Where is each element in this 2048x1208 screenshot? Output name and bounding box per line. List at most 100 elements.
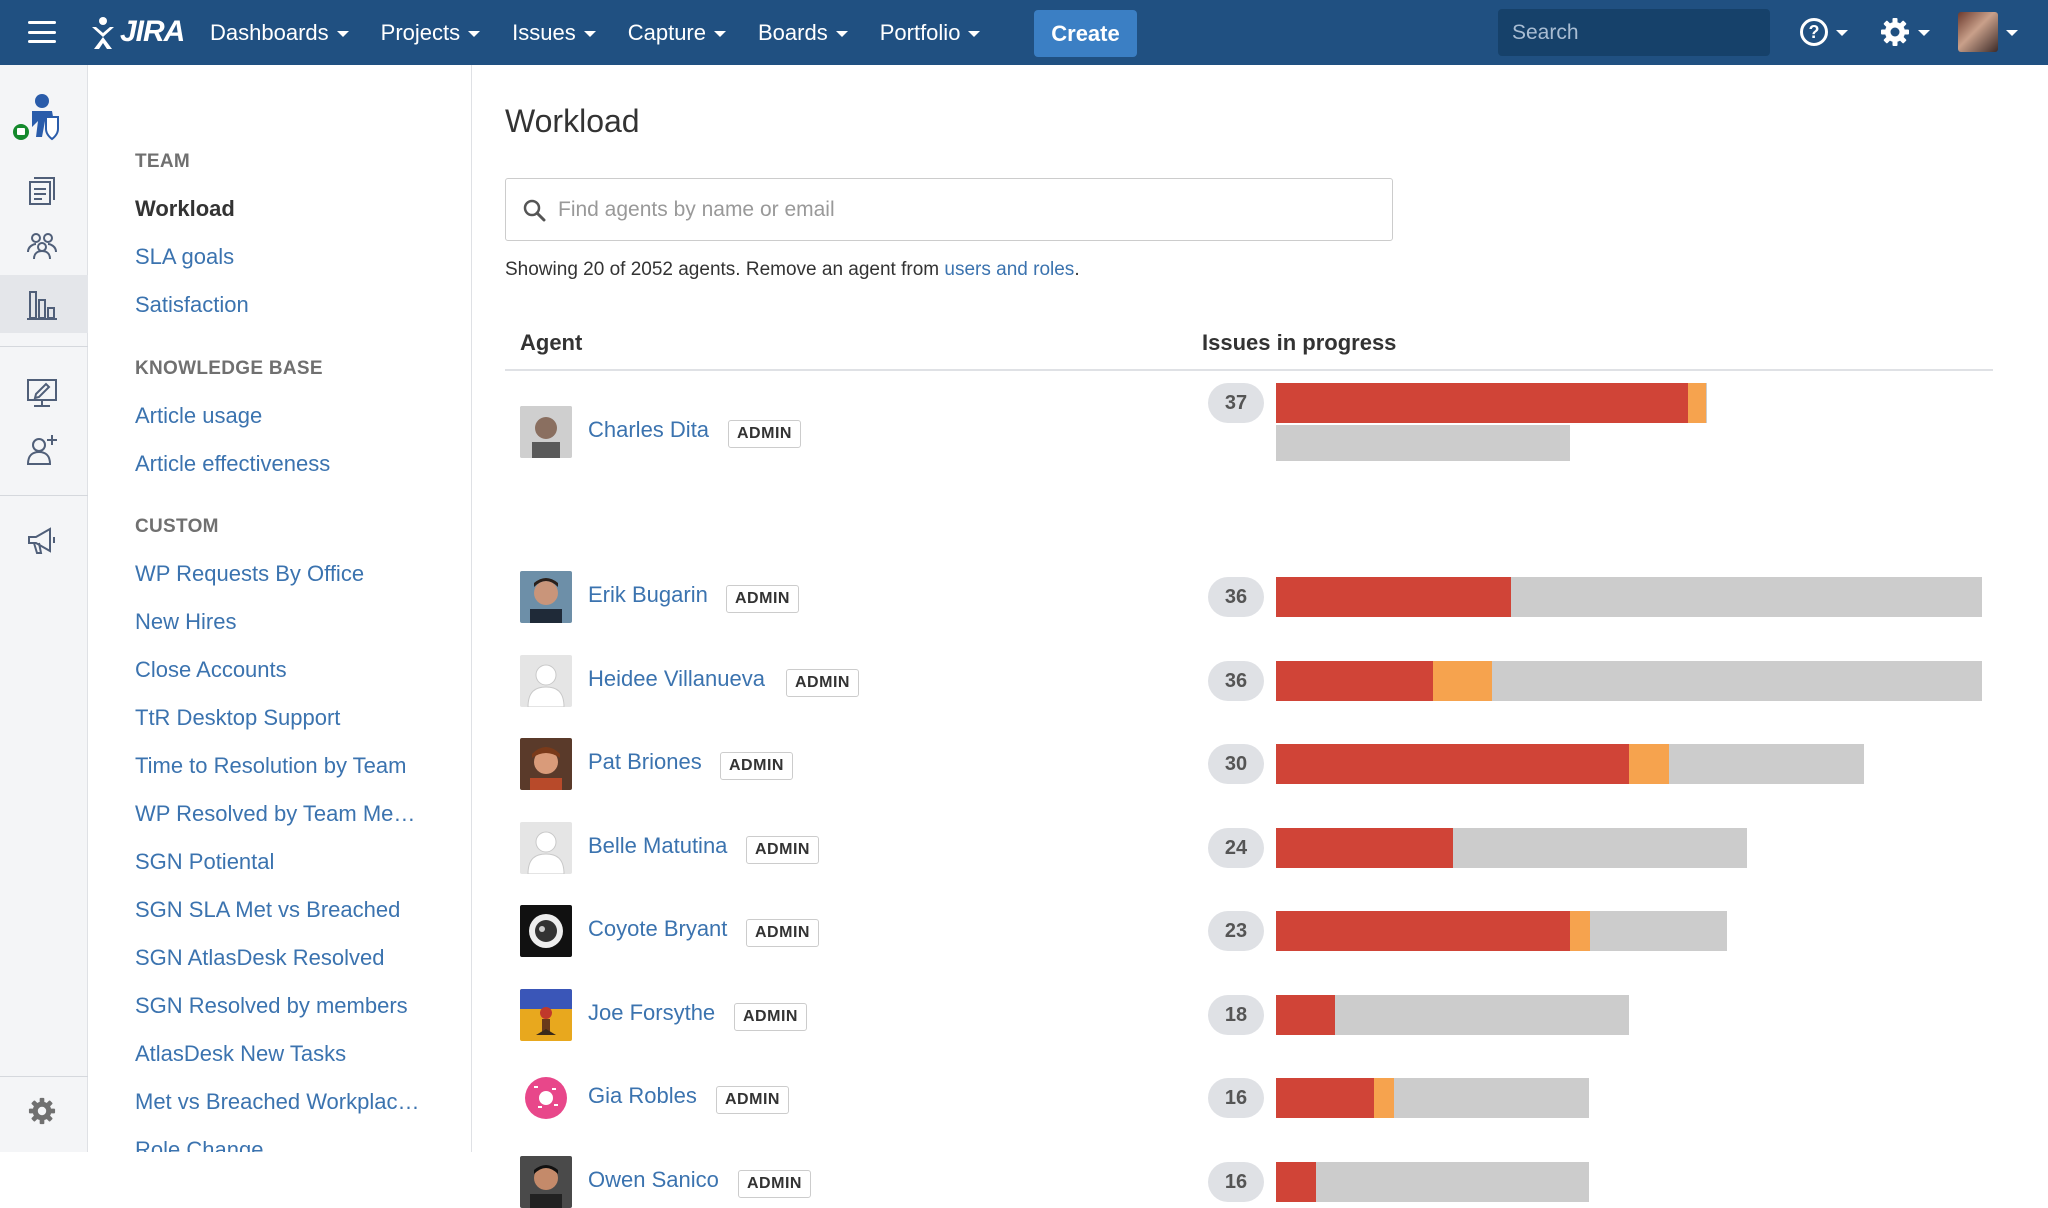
- agent-name-link[interactable]: Joe Forsythe: [588, 1000, 716, 1025]
- agent-name-link[interactable]: Owen Sanico: [588, 1167, 719, 1192]
- agent-name-link[interactable]: Coyote Bryant: [588, 916, 728, 941]
- workload-bar: [1276, 1162, 1589, 1202]
- agents-count-text: Showing 20 of 2052 agents. Remove an age…: [505, 259, 1080, 281]
- project-avatar-icon[interactable]: [12, 87, 72, 147]
- menu-portfolio-label: Portfolio: [879, 19, 961, 45]
- admin-settings-button[interactable]: [1880, 14, 1930, 50]
- sidebar-item-sgn-sla-met-vs-breached[interactable]: SGN SLA Met vs Breached: [135, 897, 401, 922]
- agent-name-link[interactable]: Heidee Villanueva: [588, 666, 765, 691]
- workload-bar-secondary: [1276, 425, 1570, 461]
- avatar[interactable]: [520, 822, 572, 874]
- sidebar-item-satisfaction[interactable]: Satisfaction: [135, 292, 249, 317]
- bar-segment-remaining: [1669, 744, 1864, 784]
- sidebar-item-article-usage[interactable]: Article usage: [135, 403, 263, 428]
- menu-capture[interactable]: Capture: [628, 20, 726, 46]
- avatar[interactable]: [520, 406, 572, 458]
- sidebar-item-met-vs-breached-workplace[interactable]: Met vs Breached Workplac…: [135, 1089, 420, 1114]
- global-search: [1498, 9, 1783, 56]
- project-icon-rail: [0, 65, 88, 1152]
- reports-icon[interactable]: [24, 286, 60, 322]
- create-button[interactable]: Create: [1034, 10, 1137, 57]
- admin-badge: ADMIN: [716, 1086, 789, 1114]
- menu-projects[interactable]: Projects: [381, 20, 481, 46]
- sidebar-item-wp-resolved-by-team[interactable]: WP Resolved by Team Me…: [135, 801, 416, 826]
- avatar[interactable]: [520, 571, 572, 623]
- global-search-input[interactable]: [1512, 20, 1783, 45]
- avatar[interactable]: [520, 655, 572, 707]
- menu-issues[interactable]: Issues: [512, 20, 596, 46]
- menu-portfolio[interactable]: Portfolio: [880, 20, 981, 46]
- admin-badge: ADMIN: [738, 1170, 811, 1198]
- users-and-roles-link[interactable]: users and roles: [944, 259, 1075, 280]
- invite-team-icon[interactable]: [24, 431, 60, 467]
- agent-name-link[interactable]: Gia Robles: [588, 1083, 697, 1108]
- sidebar-item-wp-requests-by-office[interactable]: WP Requests By Office: [135, 561, 365, 586]
- chevron-down-icon: [2006, 30, 2018, 36]
- sidebar-item-workload[interactable]: Workload: [135, 196, 235, 221]
- bar-segment-pending: [1688, 383, 1706, 423]
- sidebar-item-sgn-resolved-by-members[interactable]: SGN Resolved by members: [135, 993, 408, 1018]
- issue-count-badge: 18: [1208, 995, 1264, 1035]
- knowledge-base-icon[interactable]: [24, 375, 60, 411]
- agent-name-link[interactable]: Erik Bugarin: [588, 582, 708, 607]
- menu-boards[interactable]: Boards: [758, 20, 848, 46]
- jira-logo-text: JIRA: [120, 15, 185, 48]
- workload-bar: [1276, 577, 1982, 617]
- bar-segment-remaining: [1492, 661, 1982, 701]
- menu-boards-label: Boards: [758, 19, 828, 45]
- avatar[interactable]: [520, 989, 572, 1041]
- bar-segment-remaining: [1706, 383, 1707, 423]
- agent-search-input[interactable]: [558, 197, 1376, 222]
- issue-count-badge: 37: [1208, 383, 1264, 423]
- column-header-issues-in-progress: Issues in progress: [1202, 330, 1397, 355]
- sidebar-heading-knowledge-base: KNOWLEDGE BASE: [135, 358, 323, 379]
- issue-count-badge: 36: [1208, 661, 1264, 701]
- bar-segment-open: [1276, 911, 1570, 951]
- sidebar-item-role-change[interactable]: Role Change: [135, 1137, 264, 1152]
- agent-name-link[interactable]: Pat Briones: [588, 749, 702, 774]
- bar-segment-open: [1276, 1078, 1374, 1118]
- issue-count-badge: 36: [1208, 577, 1264, 617]
- rail-divider: [0, 1076, 88, 1077]
- avatar[interactable]: [520, 905, 572, 957]
- bar-segment-remaining: [1335, 995, 1629, 1035]
- avatar[interactable]: [520, 1072, 572, 1124]
- app-switcher-menu-icon[interactable]: [28, 19, 56, 45]
- agent-name-link[interactable]: Charles Dita: [588, 417, 710, 442]
- bar-segment-remaining: [1316, 1162, 1589, 1202]
- project-settings-gear-icon[interactable]: [24, 1093, 60, 1129]
- chevron-down-icon: [1918, 30, 1930, 36]
- sidebar-item-sgn-atlasdesk-resolved[interactable]: SGN AtlasDesk Resolved: [135, 945, 385, 970]
- jira-logo[interactable]: JIRA: [88, 12, 185, 52]
- gear-icon: [1881, 18, 1909, 46]
- sidebar-item-new-hires[interactable]: New Hires: [135, 609, 237, 634]
- bar-segment-remaining: [1511, 577, 1982, 617]
- avatar: [1958, 12, 1998, 52]
- bar-segment-open: [1276, 995, 1335, 1035]
- sidebar-item-sla-goals[interactable]: SLA goals: [135, 244, 235, 269]
- queues-icon[interactable]: [24, 173, 60, 209]
- bar-segment-open: [1276, 383, 1688, 423]
- agent-name-link[interactable]: Belle Matutina: [588, 833, 728, 858]
- customers-icon[interactable]: [24, 227, 60, 263]
- sidebar-item-time-to-resolution-by-team[interactable]: Time to Resolution by Team: [135, 753, 407, 778]
- workload-bar: [1276, 995, 1629, 1035]
- sidebar-item-sgn-potiental[interactable]: SGN Potiental: [135, 849, 275, 874]
- sidebar-item-ttr-desktop-support[interactable]: TtR Desktop Support: [135, 705, 341, 730]
- user-profile-button[interactable]: [1958, 12, 2018, 52]
- avatar[interactable]: [520, 1156, 572, 1208]
- top-navigation-bar: JIRA Dashboards Projects Issues Capture …: [0, 0, 2048, 65]
- sidebar-item-atlasdesk-new-tasks[interactable]: AtlasDesk New Tasks: [135, 1041, 347, 1066]
- avatar[interactable]: [520, 738, 572, 790]
- menu-dashboards[interactable]: Dashboards: [210, 20, 349, 46]
- sidebar-item-close-accounts[interactable]: Close Accounts: [135, 657, 287, 682]
- sidebar-item-article-effectiveness[interactable]: Article effectiveness: [135, 451, 331, 476]
- megaphone-icon[interactable]: [24, 523, 60, 559]
- bar-segment-remaining: [1394, 1078, 1589, 1118]
- help-menu-button[interactable]: ?: [1800, 14, 1848, 50]
- bar-segment-pending: [1433, 661, 1492, 701]
- workload-bar: [1276, 1078, 1589, 1118]
- column-header-agent: Agent: [520, 330, 583, 355]
- workload-bar: [1276, 383, 1707, 423]
- showing-prefix: Showing 20 of 2052 agents. Remove an age…: [505, 259, 945, 280]
